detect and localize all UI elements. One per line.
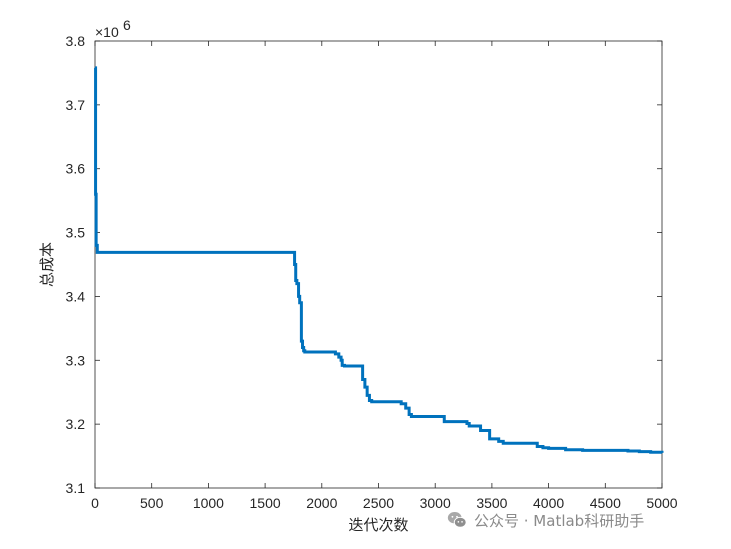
y-axis-multiplier: ×10 [95,24,119,40]
x-axis-ticks: 0 500 1000 1500 2000 2500 3000 3500 4000 4500 5000 [91,41,678,511]
x-tick-label: 4000 [533,495,564,511]
x-axis-label: 迭代次数 [348,516,408,534]
x-tick-label: 3000 [420,495,451,511]
x-tick-label: 3500 [476,495,507,511]
wechat-icon [447,512,467,528]
y-tick-label: 3.5 [66,225,86,241]
series-layer [94,66,664,454]
y-tick-label: 3.2 [66,416,86,432]
x-tick-label: 1000 [193,495,224,511]
x-tick-label: 4500 [590,495,621,511]
y-axis-label: 总成本 [38,242,56,287]
y-tick-label: 3.3 [66,352,86,368]
y-tick-label: 3.4 [66,288,86,304]
x-tick-label: 2500 [363,495,394,511]
x-tick-label: 2000 [306,495,337,511]
watermark-text: 公众号 · Matlab科研助手 [474,511,645,530]
watermark: 公众号 · Matlab科研助手 [446,508,644,532]
x-tick-label: 1500 [250,495,281,511]
y-axis-ticks: 3.1 3.2 3.3 3.4 3.5 3.6 3.7 3.8 [66,33,662,496]
y-tick-label: 3.8 [66,33,86,49]
axes-frame [94,40,663,489]
x-tick-label: 5000 [646,495,677,511]
y-axis-exponent: 6 [123,17,131,33]
y-tick-label: 3.1 [66,480,86,496]
x-tick-label: 500 [140,495,164,511]
y-tick-label: 3.6 [66,161,86,177]
x-tick-label: 0 [91,495,99,511]
y-tick-label: 3.7 [66,97,86,113]
plot-area [94,40,663,489]
series-line-0 [94,66,664,454]
